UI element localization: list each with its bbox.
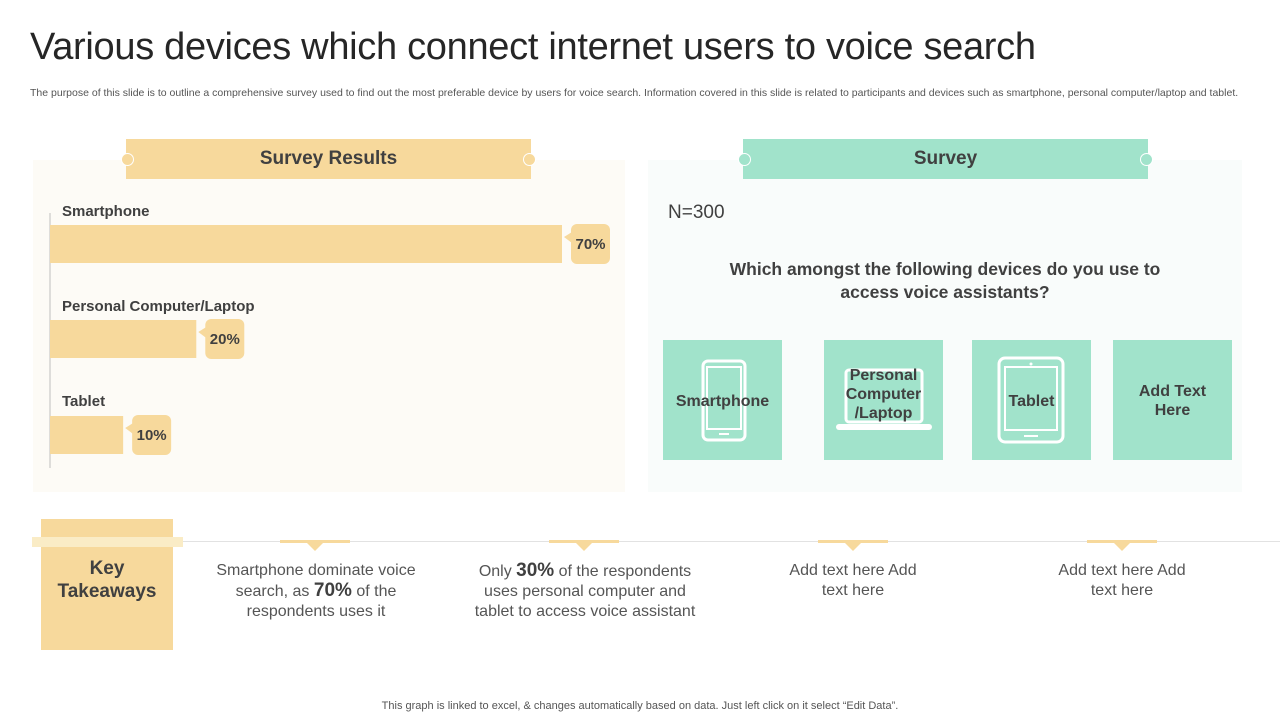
takeaway-text: Add text here Add text here (1058, 562, 1186, 599)
data-label-pointer (564, 232, 572, 243)
takeaway-3: Add text here Add text here (788, 561, 918, 601)
ribbon-dot (1140, 153, 1153, 166)
takeaway-text: Add text here Add text here (789, 562, 917, 599)
sample-size: N=300 (668, 202, 725, 223)
page-title: Various devices which connect internet u… (30, 26, 1036, 68)
takeaway-marker (280, 540, 350, 551)
data-label-pointer (198, 327, 207, 338)
data-label: 70% (575, 236, 605, 253)
key-takeaways-label: Key Takeaways (57, 558, 157, 602)
data-label: 10% (137, 427, 167, 444)
takeaway-marker (549, 540, 619, 551)
bar (50, 416, 124, 454)
bar (50, 225, 562, 263)
smartphone-icon (701, 359, 747, 442)
tile-smartphone[interactable]: Smartphone (663, 340, 782, 460)
takeaway-4: Add text here Add text here (1057, 561, 1187, 601)
category-label: Tablet (62, 393, 105, 410)
survey-results-title: Survey Results (259, 148, 398, 169)
tile-laptop[interactable]: Personal Computer /Laptop (824, 340, 943, 460)
data-label-bubble (571, 224, 610, 264)
takeaway-text: Smartphone dominate voice search, as (216, 562, 416, 600)
key-takeaways-band (32, 537, 183, 547)
ribbon-dot (121, 153, 134, 166)
survey-title: Survey (913, 148, 978, 169)
takeaway-1: Smartphone dominate voice search, as 70%… (196, 561, 436, 622)
data-label-bubble (132, 415, 172, 455)
ribbon-dot (738, 153, 751, 166)
takeaway-marker (1087, 540, 1157, 551)
tile-label: Personal Computer /Laptop (845, 367, 922, 422)
bar (50, 320, 197, 358)
tile-label: Smartphone (675, 393, 770, 410)
takeaway-text: of the respondents uses personal compute… (474, 563, 696, 620)
tile-tablet[interactable]: Tablet (972, 340, 1091, 460)
data-label-pointer (125, 423, 134, 434)
data-label-bubble (205, 319, 245, 359)
tile-label: Tablet (1008, 393, 1055, 410)
page-description: The purpose of this slide is to outline … (30, 87, 1239, 99)
takeaway-text: of the respondents uses it (246, 583, 397, 620)
takeaway-marker (818, 540, 888, 551)
laptop-icon (836, 368, 932, 430)
survey-results-header: Survey Results (121, 139, 536, 179)
data-label: 20% (210, 331, 240, 348)
tile-add-text[interactable]: Add Text Here (1113, 340, 1232, 460)
footer-note: This graph is linked to excel, & changes… (381, 700, 899, 712)
takeaway-highlight: 70% (313, 580, 352, 601)
category-label: Smartphone (62, 203, 150, 220)
survey-header: Survey (738, 139, 1153, 179)
takeaway-highlight: 30% (516, 560, 555, 581)
takeaway-2: Only 30% of the respondents uses persona… (470, 561, 700, 622)
takeaways-divider (183, 541, 1280, 542)
ribbon-dot (523, 153, 536, 166)
tablet-icon (997, 356, 1065, 444)
category-label: Personal Computer/Laptop (62, 298, 255, 315)
survey-question: Which amongst the following devices do y… (729, 259, 1161, 302)
takeaway-text: Only (478, 563, 517, 580)
tile-label: Add Text Here (1138, 383, 1207, 419)
